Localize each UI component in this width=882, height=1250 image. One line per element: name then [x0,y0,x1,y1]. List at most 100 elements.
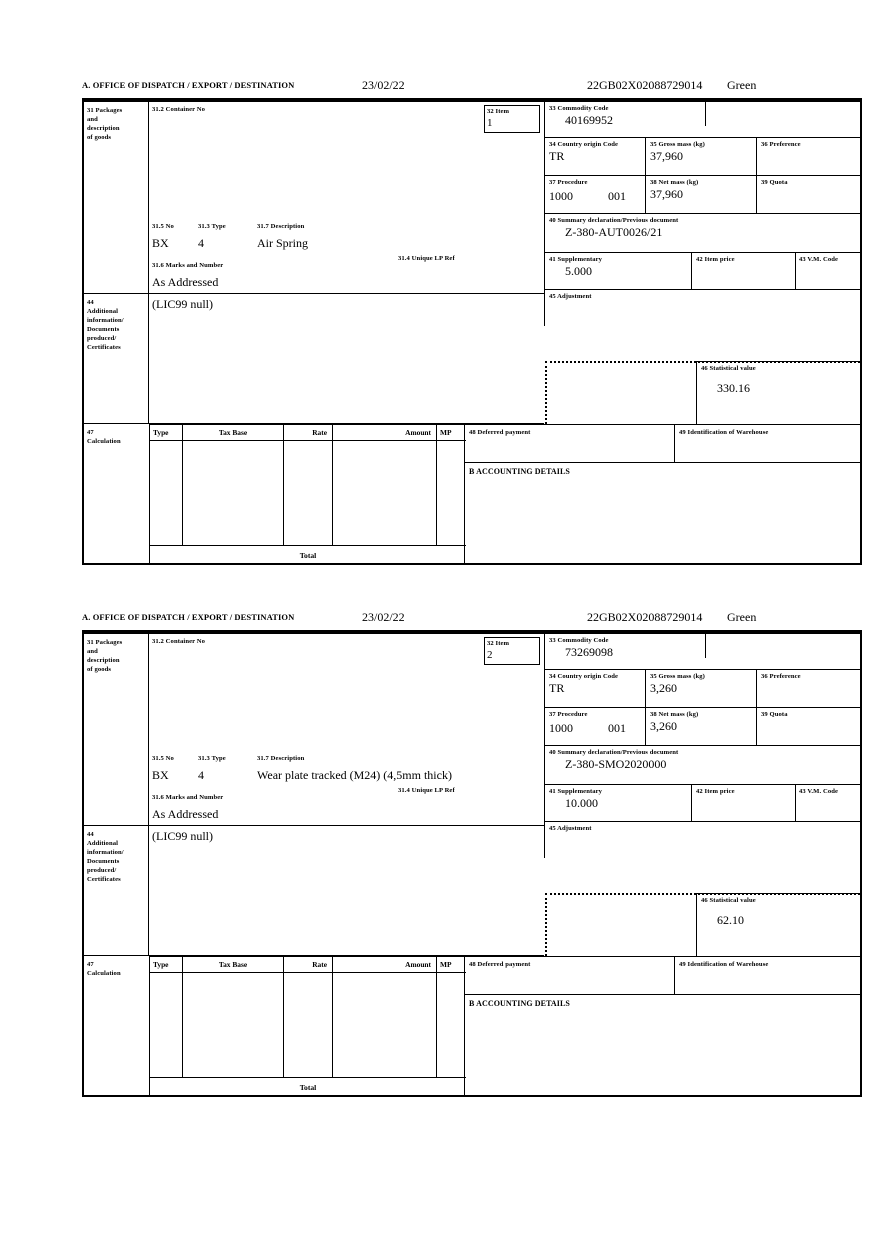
box-31-label: 31 Packages and description of goods [87,639,123,673]
box-b-accounting-details-cell: B ACCOUNTING DETAILS [465,462,860,565]
box-31-6-value[interactable]: As Addressed [152,807,219,821]
table-cell-mp[interactable] [437,441,466,545]
box-48-deferred-payment-cell: 48 Deferred payment [465,424,675,462]
table-header-type: Type [150,957,183,973]
table-cell-tax-base[interactable] [183,441,284,545]
box-33-commodity-cell: 33 Commodity Code 73269098 [544,634,860,670]
box-49-warehouse-cell: 49 Identification of Warehouse [675,956,860,994]
box-33-label: 33 Commodity Code [549,105,609,112]
box-b-accounting-details-cell: B ACCOUNTING DETAILS [465,994,860,1097]
box-31-7-value[interactable]: Wear plate tracked (M24) (4,5mm thick) [257,768,452,782]
box-31-7-value[interactable]: Air Spring [257,236,308,250]
table-cell-rate[interactable] [284,441,333,545]
box-38-net-mass-cell: 38 Net mass (kg) 37,960 [646,176,757,214]
box-b-label: B ACCOUNTING DETAILS [469,999,570,1008]
box-44-value[interactable]: (LIC99 null) [152,829,213,843]
box-47-calculation-table: Type Tax Base Rate Amount MP Total [149,424,466,565]
box-31-6-value[interactable]: As Addressed [152,275,219,289]
box-31-5-value[interactable]: BX [152,768,169,782]
header-mrn: 22GB02X02088729014 [587,78,703,92]
box-47-calculation-table: Type Tax Base Rate Amount MP Total [149,956,466,1097]
box-34-label: 34 Country origin Code [549,141,619,148]
box-47-label: 47 Calculation [87,429,121,445]
box-39-label: 39 Quota [761,179,788,186]
box-42-label: 42 Item price [696,256,735,263]
box-31-label-cell: 31 Packages and description of goods [84,102,149,294]
box-39-quota-cell: 39 Quota [757,708,860,746]
box-40-value[interactable]: Z-380-AUT0026/21 [565,225,663,239]
box-41-label: 41 Supplementary [549,256,603,263]
box-38-value[interactable]: 37,960 [650,187,683,201]
box-42-item-price-cell: 42 Item price [692,785,796,822]
table-header-mp: MP [437,957,466,973]
box-46-statistical-value-cell: 46 Statistical value 62.10 [696,893,860,956]
box-46-value[interactable]: 330.16 [717,381,750,395]
box-37-label: 37 Procedure [549,711,588,718]
box-34-value[interactable]: TR [549,149,565,163]
table-total-row: Total [150,1077,466,1096]
box-35-label: 35 Gross mass (kg) [650,141,705,148]
header-office-title: A. OFFICE OF DISPATCH / EXPORT / DESTINA… [82,612,295,622]
table-cell-mp[interactable] [437,973,466,1077]
header-date: 23/02/22 [362,78,405,92]
table-cell-amount[interactable] [333,441,437,545]
box-38-label: 38 Net mass (kg) [650,711,699,718]
box-31-3-label: 31.3 Type [198,223,226,230]
box-36-preference-cell: 36 Preference [757,138,860,176]
table-cell-amount[interactable] [333,973,437,1077]
box-35-value[interactable]: 37,960 [650,149,683,163]
box-32-value[interactable]: 2 [487,649,493,661]
box-37-additional-value[interactable]: 001 [608,721,626,735]
table-total-row: Total [150,545,466,564]
box-35-value[interactable]: 3,260 [650,681,677,695]
adjustment-dotted-divider-vertical [545,893,547,956]
commodity-divider-tick [705,634,706,658]
box-43-vm-code-cell: 43 V.M. Code [796,785,860,822]
box-b-label: B ACCOUNTING DETAILS [469,467,570,476]
box-31-3-value[interactable]: 4 [198,768,204,782]
box-46-value[interactable]: 62.10 [717,913,744,927]
box-31-label: 31 Packages and description of goods [87,107,123,141]
box-39-label: 39 Quota [761,711,788,718]
calculation-table-frame: Type Tax Base Rate Amount MP Total [149,956,466,1097]
table-cell-type[interactable] [150,973,183,1077]
box-33-value[interactable]: 40169952 [565,113,613,127]
sad-form-item-1: A. OFFICE OF DISPATCH / EXPORT / DESTINA… [82,78,862,565]
table-cell-type[interactable] [150,441,183,545]
box-31-4-label: 31.4 Unique LP Ref [398,255,455,262]
box-31-7-label: 31.7 Description [257,755,305,762]
box-44-label-cell: 44 Additional information/ Documents pro… [84,826,149,956]
table-cell-rate[interactable] [284,973,333,1077]
box-45-label: 45 Adjustment [549,825,592,832]
box-37-value[interactable]: 1000 [549,189,573,203]
box-44-label-cell: 44 Additional information/ Documents pro… [84,294,149,424]
box-35-gross-mass-cell: 35 Gross mass (kg) 3,260 [646,670,757,708]
box-31-7-label: 31.7 Description [257,223,305,230]
box-32-value[interactable]: 1 [487,117,493,129]
table-header-mp: MP [437,425,466,441]
sad-form-item-2: A. OFFICE OF DISPATCH / EXPORT / DESTINA… [82,610,862,1097]
box-41-value[interactable]: 10.000 [565,796,598,810]
box-40-label: 40 Summary declaration/Previous document [549,217,679,224]
box-49-label: 49 Identification of Warehouse [679,429,769,436]
table-cell-tax-base[interactable] [183,973,284,1077]
box-48-label: 48 Deferred payment [469,961,531,968]
table-header-rate: Rate [284,425,333,441]
form-grid: 31 Packages and description of goods 31.… [82,100,862,565]
box-37-value[interactable]: 1000 [549,721,573,735]
box-31-6-label: 31.6 Marks and Number [152,794,224,801]
box-31-5-value[interactable]: BX [152,236,169,250]
box-37-additional-value[interactable]: 001 [608,189,626,203]
box-37-procedure-cell: 37 Procedure 1000 001 [544,176,646,214]
box-41-value[interactable]: 5.000 [565,264,592,278]
box-40-previous-document-cell: 40 Summary declaration/Previous document… [544,746,860,785]
box-33-value[interactable]: 73269098 [565,645,613,659]
box-31-3-value[interactable]: 4 [198,236,204,250]
box-44-value[interactable]: (LIC99 null) [152,297,213,311]
form-grid: 31 Packages and description of goods 31.… [82,632,862,1097]
box-38-value[interactable]: 3,260 [650,719,677,733]
table-header-amount: Amount [333,425,437,441]
box-40-value[interactable]: Z-380-SMO2020000 [565,757,667,771]
box-34-value[interactable]: TR [549,681,565,695]
